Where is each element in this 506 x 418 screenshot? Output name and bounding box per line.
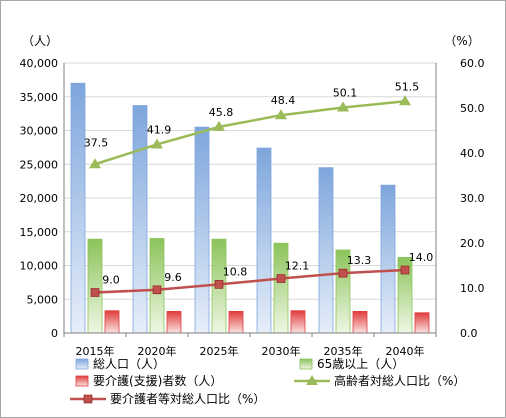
point-3-4 <box>337 101 349 112</box>
bar-2-0 <box>104 310 120 334</box>
y-left-tick-label: 5,000 <box>27 293 59 306</box>
y-right-tick-label: 40.0 <box>460 147 485 160</box>
y-left-tick-label: 40,000 <box>20 57 59 70</box>
point-4-0 <box>90 288 100 297</box>
data-labels: 37.5 41.9 45.8 48.4 50.1 51.5 9.0 9.6 10.8 12.1 13… <box>84 80 434 286</box>
line-series-4 <box>94 268 406 294</box>
bars <box>70 82 430 334</box>
bar-2-3 <box>290 310 306 334</box>
y-right-unit: （%） <box>444 34 479 48</box>
y-left-tick-label: 30,000 <box>20 125 59 138</box>
point-3-5 <box>399 95 411 106</box>
legend-label-1: 65歳以上（人） <box>317 357 404 371</box>
bar-0-2 <box>194 126 210 334</box>
tick-labels: 0 5,000 10,000 15,000 20,000 25,000 30,000 35,0… <box>20 57 485 358</box>
legend-label-0: 総人口（人） <box>93 357 165 371</box>
x-tick-label: 2030年 <box>262 344 301 358</box>
bar-1-0 <box>87 238 103 334</box>
x-tick-label: 2015年 <box>76 344 115 358</box>
point-3-0 <box>89 158 101 169</box>
data-label-3-4: 50.1 <box>333 87 358 100</box>
bar-2-2 <box>228 310 244 334</box>
bar-2-4 <box>352 310 368 334</box>
bar-0-5 <box>380 184 396 334</box>
legend-swatch-1 <box>299 358 313 370</box>
x-tick-label: 2035年 <box>324 344 363 358</box>
point-4-5 <box>400 265 410 275</box>
data-label-4-0: 9.0 <box>102 274 120 287</box>
bar-1-3 <box>273 242 289 334</box>
bar-0-0 <box>70 82 86 334</box>
y-right-tick-label: 0.0 <box>460 327 478 340</box>
y-right-tick-label: 50.0 <box>460 102 485 115</box>
legend-marker-4 <box>83 394 93 404</box>
point-4-2 <box>214 280 224 289</box>
bar-0-1 <box>132 105 148 334</box>
x-tick-label: 2020年 <box>138 344 177 358</box>
y-left-tick-label: 25,000 <box>20 158 59 171</box>
y-right-tick-label: 10.0 <box>460 282 485 295</box>
bar-0-4 <box>318 167 334 334</box>
point-3-2 <box>213 120 225 131</box>
point-3-1 <box>151 138 163 149</box>
data-label-3-5: 51.5 <box>395 80 420 93</box>
legend-label-4: 要介護者等対総人口比（%） <box>110 391 265 406</box>
bar-2-5 <box>414 312 430 334</box>
legend-item-4: 要介護者等対総人口比（%） <box>70 391 265 406</box>
axes <box>63 63 437 337</box>
legend-item-0: 総人口（人） <box>75 357 165 371</box>
lines <box>89 95 411 297</box>
gridlines <box>64 62 436 300</box>
data-label-4-2: 10.8 <box>223 265 248 278</box>
y-right-tick-label: 30.0 <box>460 192 485 205</box>
legend-item-3: 高齢者対総人口比（%） <box>294 373 465 388</box>
point-3-3 <box>275 109 287 120</box>
bar-2-1 <box>166 310 182 334</box>
data-label-4-1: 9.6 <box>164 271 182 284</box>
legend-marker-3 <box>306 375 318 385</box>
y-left-tick-label: 35,000 <box>20 91 59 104</box>
bar-0-3 <box>256 147 272 334</box>
legend-swatch-0 <box>75 358 89 370</box>
y-left-tick-label: 0 <box>51 327 58 340</box>
legend: 総人口（人） 65歳以上（人） 要介護(支援)者数（人） 高齢者対総人口比（%） 要介護… <box>70 357 465 406</box>
y-right-tick-label: 60.0 <box>460 57 485 70</box>
x-tick-label: 2040年 <box>386 344 425 358</box>
y-left-tick-label: 15,000 <box>20 226 59 239</box>
y-left-unit: （人） <box>22 34 58 48</box>
data-label-4-5: 14.0 <box>409 251 434 264</box>
legend-label-2: 要介護(支援)者数（人） <box>93 373 222 388</box>
legend-swatch-2 <box>75 375 89 387</box>
point-4-4 <box>338 268 348 278</box>
data-label-4-4: 13.3 <box>347 254 372 267</box>
line-series-3 <box>94 100 406 166</box>
data-label-4-3: 12.1 <box>285 260 310 273</box>
data-label-3-0: 37.5 <box>84 136 109 149</box>
legend-item-1: 65歳以上（人） <box>299 357 404 371</box>
legend-item-2: 要介護(支援)者数（人） <box>75 373 222 388</box>
y-left-tick-label: 20,000 <box>20 192 59 205</box>
legend-label-3: 高齢者対総人口比（%） <box>334 373 465 388</box>
data-label-3-2: 45.8 <box>209 106 234 119</box>
point-4-3 <box>276 274 286 283</box>
data-label-3-3: 48.4 <box>271 94 296 107</box>
x-tick-label: 2025年 <box>200 344 239 358</box>
point-4-1 <box>152 285 162 295</box>
y-right-tick-label: 20.0 <box>460 237 485 250</box>
y-left-tick-label: 10,000 <box>20 260 59 273</box>
data-label-3-1: 41.9 <box>147 123 172 136</box>
